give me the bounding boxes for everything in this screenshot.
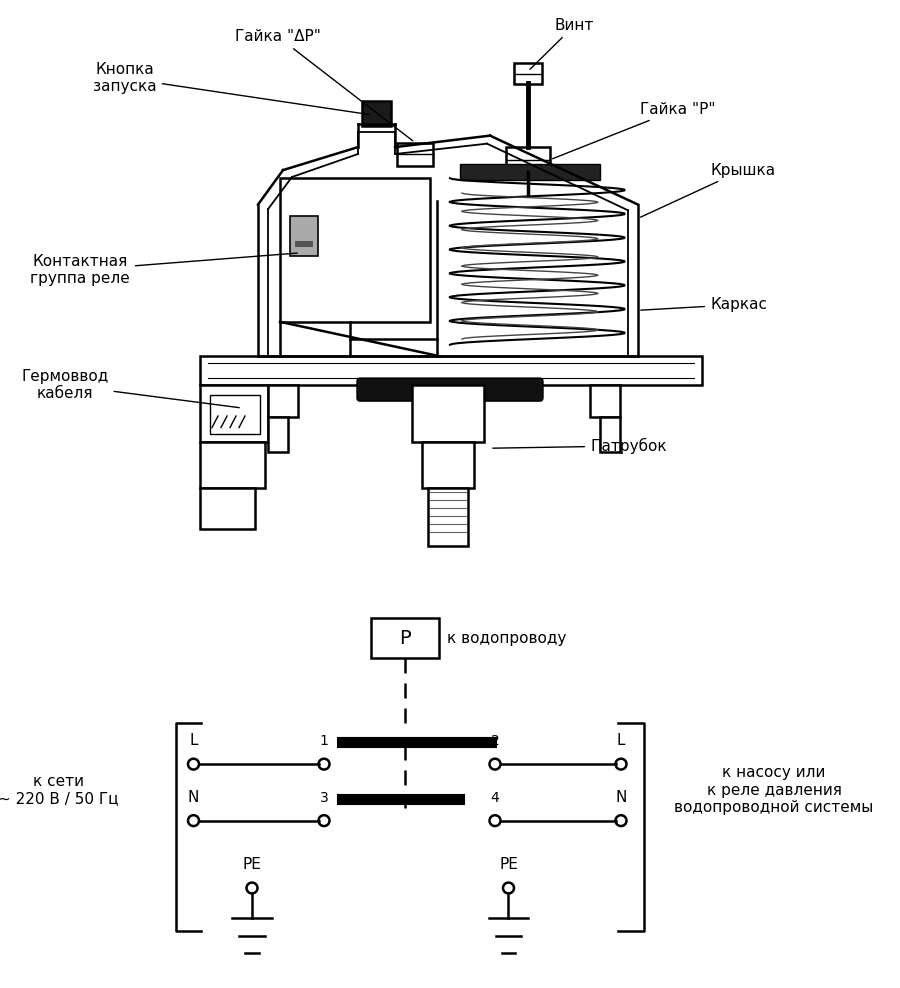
Bar xyxy=(280,178,430,322)
Text: 4: 4 xyxy=(491,790,500,805)
Text: Контактная
группа реле: Контактная группа реле xyxy=(30,253,297,287)
Circle shape xyxy=(490,759,500,770)
Bar xyxy=(506,147,550,172)
Bar xyxy=(422,443,474,488)
FancyBboxPatch shape xyxy=(357,378,543,401)
Bar xyxy=(295,241,313,247)
Text: Каркас: Каркас xyxy=(641,297,767,312)
Bar xyxy=(200,385,268,443)
Text: 1: 1 xyxy=(320,734,328,748)
Text: Патрубок: Патрубок xyxy=(493,438,667,454)
Bar xyxy=(600,417,620,452)
Text: N: N xyxy=(616,789,626,805)
Bar xyxy=(371,618,439,658)
Text: Гайка "ΔP": Гайка "ΔP" xyxy=(235,30,413,141)
Bar xyxy=(268,385,298,417)
Circle shape xyxy=(319,759,329,770)
Bar xyxy=(210,395,260,435)
Text: к водопроводу: к водопроводу xyxy=(446,630,566,645)
Circle shape xyxy=(319,815,329,826)
Bar xyxy=(290,216,318,256)
Bar xyxy=(200,357,702,385)
Circle shape xyxy=(503,882,514,893)
Text: Гайка "P": Гайка "P" xyxy=(553,102,716,159)
Text: PE: PE xyxy=(243,858,261,872)
Circle shape xyxy=(490,815,500,826)
Text: P: P xyxy=(400,628,410,647)
Text: Крышка: Крышка xyxy=(641,163,775,217)
Bar xyxy=(590,385,620,417)
Circle shape xyxy=(188,815,199,826)
Circle shape xyxy=(616,815,626,826)
Text: к насосу или
к реле давления
водопроводной системы: к насосу или к реле давления водопроводн… xyxy=(674,766,874,815)
Text: 2: 2 xyxy=(491,734,500,748)
Bar xyxy=(362,101,391,126)
Text: L: L xyxy=(616,733,625,748)
Text: N: N xyxy=(188,789,199,805)
Text: Кнопка
запуска: Кнопка запуска xyxy=(94,62,369,115)
Text: Винт: Винт xyxy=(530,18,594,69)
Bar xyxy=(460,164,600,181)
Bar xyxy=(200,443,265,488)
Bar xyxy=(514,63,542,84)
Bar xyxy=(268,417,288,452)
Circle shape xyxy=(616,759,626,770)
Text: PE: PE xyxy=(500,858,518,872)
Bar xyxy=(200,488,255,529)
Text: Гермоввод
кабеля: Гермоввод кабеля xyxy=(22,369,239,408)
Bar xyxy=(428,488,468,546)
Text: L: L xyxy=(189,733,198,748)
Text: 3: 3 xyxy=(320,790,328,805)
Circle shape xyxy=(247,882,257,893)
Bar xyxy=(412,385,484,443)
Text: к сети
~ 220 В / 50 Гц: к сети ~ 220 В / 50 Гц xyxy=(0,774,119,806)
Bar xyxy=(397,142,433,166)
Circle shape xyxy=(188,759,199,770)
